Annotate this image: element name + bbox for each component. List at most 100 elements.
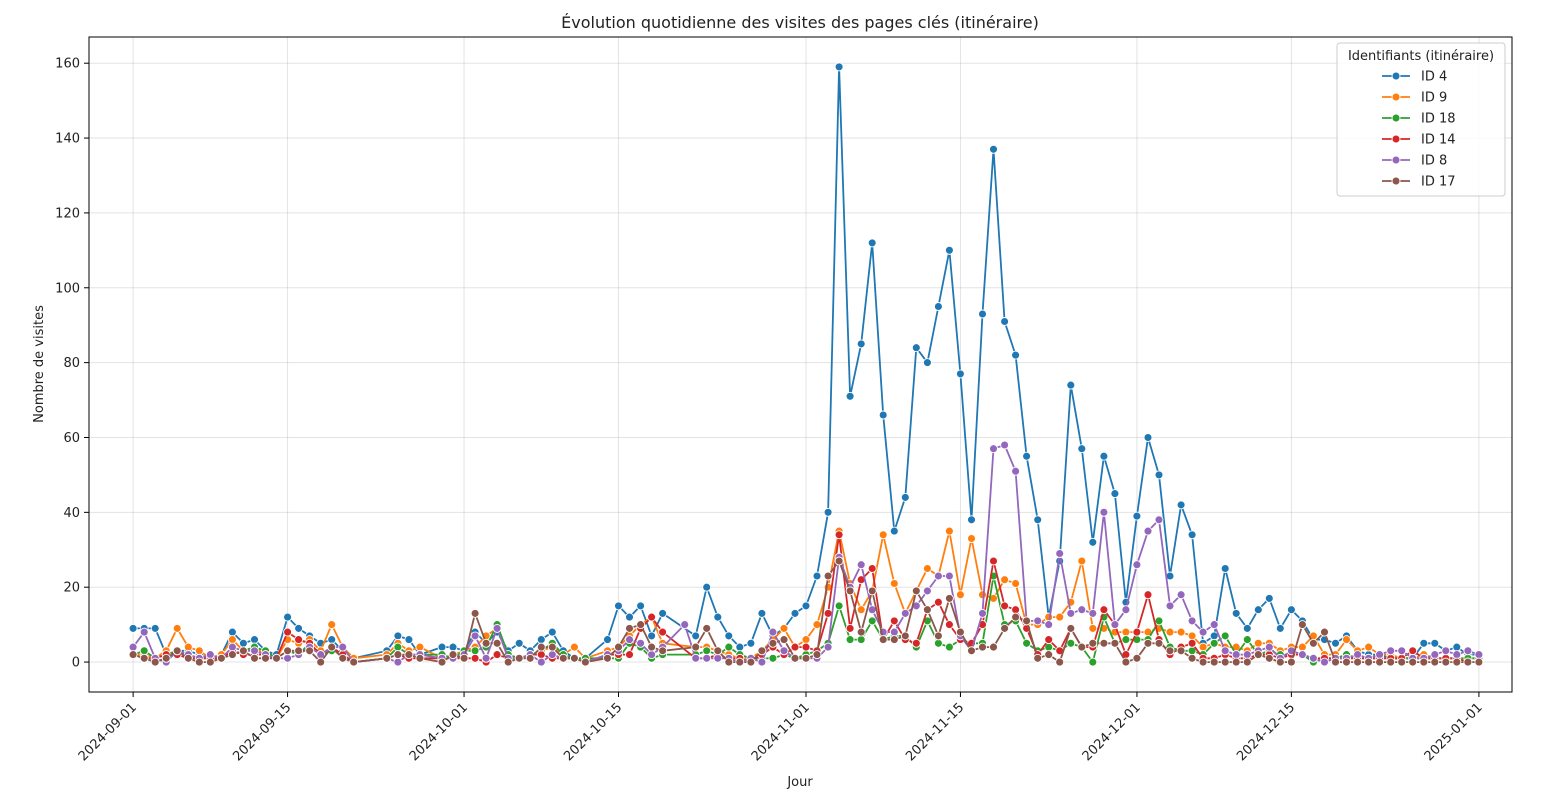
data-point	[1209, 620, 1219, 630]
data-point	[1308, 638, 1318, 648]
data-point	[889, 635, 899, 645]
data-point	[922, 358, 932, 368]
data-point	[205, 650, 215, 660]
data-point	[139, 646, 149, 656]
data-point	[1088, 638, 1098, 648]
data-point	[1099, 507, 1109, 517]
data-point	[614, 642, 623, 652]
data-point	[625, 623, 634, 633]
data-point	[283, 653, 293, 663]
data-point	[812, 571, 822, 581]
data-point	[1364, 657, 1374, 667]
data-point	[1430, 657, 1440, 667]
y-tick-label: 20	[63, 581, 80, 596]
data-point	[393, 631, 403, 641]
data-point	[801, 642, 811, 652]
data-point	[393, 650, 403, 660]
data-point	[183, 642, 193, 652]
data-point	[1430, 650, 1440, 660]
data-point	[713, 646, 723, 656]
data-point	[525, 653, 535, 663]
data-point	[1011, 605, 1021, 615]
data-point	[1011, 612, 1021, 622]
data-point	[194, 657, 204, 667]
data-point	[1231, 657, 1241, 667]
data-point	[393, 642, 403, 652]
data-point	[812, 620, 822, 630]
data-point	[470, 631, 480, 641]
data-point	[404, 650, 414, 660]
data-point	[944, 642, 954, 652]
data-point	[1342, 657, 1351, 667]
data-point	[1121, 635, 1131, 645]
data-point	[492, 650, 502, 660]
x-tick-label: 2024-10-01	[407, 700, 471, 764]
data-point	[779, 623, 789, 633]
data-point	[128, 623, 138, 633]
data-point	[1088, 623, 1098, 633]
legend-item: ID 17	[1382, 175, 1456, 190]
data-point	[327, 642, 337, 652]
data-point	[1353, 657, 1363, 667]
legend-title: Identifiants (itinéraire)	[1348, 49, 1494, 64]
data-point	[1397, 657, 1407, 667]
data-point	[1242, 650, 1252, 660]
data-point	[922, 564, 932, 573]
data-point	[437, 657, 447, 667]
data-point	[470, 646, 480, 656]
data-point	[1121, 627, 1131, 637]
data-point	[1132, 511, 1142, 521]
data-point	[172, 623, 182, 633]
data-point	[1044, 650, 1054, 660]
data-point	[779, 635, 789, 645]
data-point	[1088, 657, 1098, 667]
data-point	[415, 642, 425, 652]
data-point	[989, 144, 998, 154]
data-point	[1143, 590, 1153, 600]
data-point	[316, 657, 326, 667]
data-point	[1022, 451, 1032, 461]
data-point	[1308, 653, 1318, 663]
data-point	[1110, 620, 1120, 630]
data-point	[393, 657, 403, 667]
data-point	[1242, 623, 1252, 633]
legend-item: ID 4	[1382, 70, 1447, 85]
data-point	[757, 646, 767, 656]
data-point	[216, 653, 226, 663]
data-point	[911, 638, 921, 648]
x-tick-label: 2024-10-15	[561, 700, 625, 764]
data-point	[1099, 605, 1109, 615]
data-point	[867, 616, 877, 626]
data-point	[1275, 657, 1285, 667]
data-point	[338, 653, 348, 663]
data-point	[1077, 444, 1087, 454]
data-point	[1452, 650, 1462, 660]
data-point	[955, 369, 965, 379]
data-point	[867, 586, 877, 596]
data-point	[1011, 466, 1021, 476]
data-point	[801, 635, 811, 645]
legend-label: ID 14	[1421, 133, 1456, 148]
data-point	[1386, 657, 1396, 667]
data-point	[569, 642, 579, 652]
data-point	[503, 657, 513, 667]
data-point	[768, 638, 778, 648]
data-point	[889, 526, 899, 536]
data-point	[1220, 646, 1230, 656]
data-point	[944, 620, 954, 630]
data-point	[867, 564, 877, 573]
data-point	[647, 650, 657, 660]
data-point	[415, 653, 425, 663]
data-point	[933, 597, 943, 607]
data-point	[1242, 657, 1252, 667]
data-point	[1055, 612, 1065, 622]
data-point	[1066, 608, 1076, 618]
legend-box	[1336, 42, 1506, 197]
data-point	[1231, 608, 1241, 618]
data-point	[911, 343, 921, 353]
data-point	[1154, 470, 1164, 480]
data-point	[878, 530, 888, 540]
data-point	[294, 635, 304, 645]
chart-title: Évolution quotidienne des visites des pa…	[561, 13, 1039, 32]
y-axis-title: Nombre de visites	[32, 305, 47, 423]
